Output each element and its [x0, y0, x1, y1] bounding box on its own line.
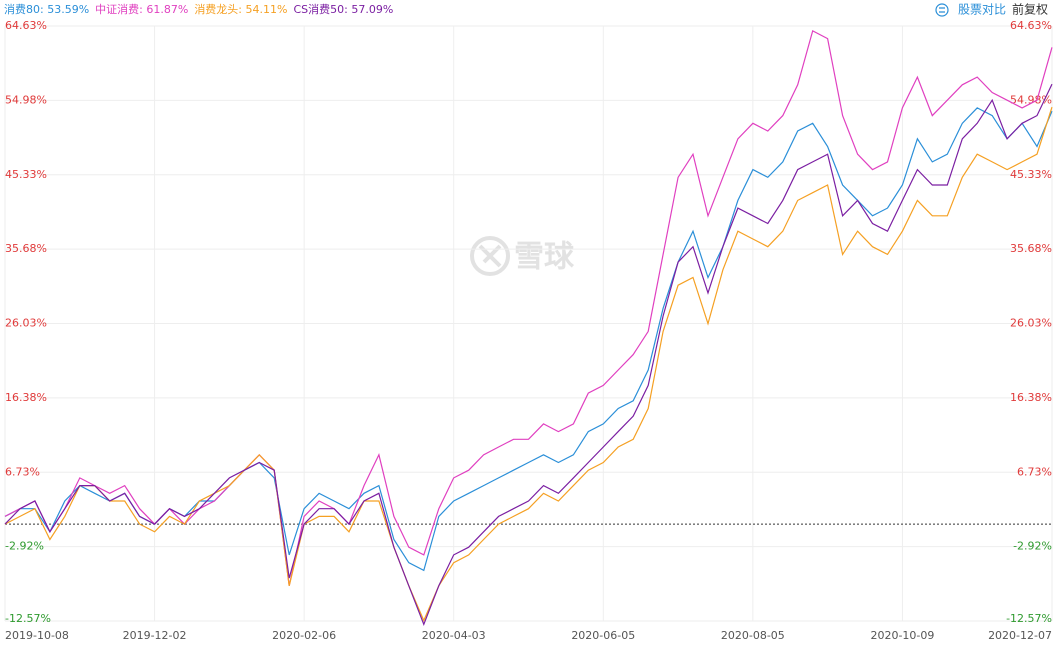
y-tick-label: 16.38% [5, 391, 47, 404]
y2-tick-label: -2.92% [1013, 540, 1052, 553]
y-tick-label: 6.73% [5, 465, 40, 478]
legend-entry: CS消费50: 57.09% [293, 2, 393, 16]
y2-tick-label: 64.63% [1010, 19, 1052, 32]
y2-tick-label: 35.68% [1010, 242, 1052, 255]
y2-tick-label: -12.57% [1006, 612, 1052, 625]
x-tick-label: 2019-10-08 [5, 629, 69, 642]
compare-icon [939, 7, 945, 13]
series-line [4, 83, 1053, 626]
x-tick-label: 2020-02-06 [272, 629, 336, 642]
compare-button[interactable]: 股票对比 [958, 3, 1006, 17]
series-line [4, 30, 1053, 586]
y-tick-label: 45.33% [5, 168, 47, 181]
compare-icon[interactable] [935, 3, 949, 17]
y2-tick-label: 6.73% [1017, 465, 1052, 478]
legend-entry: 中证消费: 61.87% [95, 2, 188, 16]
watermark [470, 236, 510, 276]
y2-tick-label: 16.38% [1010, 391, 1052, 404]
y2-tick-label: 54.98% [1010, 93, 1052, 106]
y-tick-label: -12.57% [5, 612, 51, 625]
y-tick-label: 64.63% [5, 19, 47, 32]
y2-tick-label: 26.03% [1010, 317, 1052, 330]
x-tick-label: 2019-12-02 [123, 629, 187, 642]
y-tick-label: -2.92% [5, 540, 44, 553]
y-tick-label: 26.03% [5, 317, 47, 330]
watermark-text: 雪球 [514, 240, 575, 275]
x-tick-label: 2020-04-03 [422, 629, 486, 642]
adjust-button[interactable]: 前复权 [1012, 2, 1048, 17]
x-tick-label: 2020-10-09 [870, 629, 934, 642]
legend-entry: 消费80: 53.59% [4, 2, 89, 16]
y2-tick-label: 45.33% [1010, 168, 1052, 181]
x-tick-label: 2020-08-05 [721, 629, 785, 642]
watermark-icon [470, 236, 510, 276]
y-tick-label: 54.98% [5, 93, 47, 106]
x-tick-label: 2020-06-05 [571, 629, 635, 642]
y-tick-label: 35.68% [5, 242, 47, 255]
series-line [4, 106, 1053, 623]
x-tick-label: 2020-12-07 [988, 629, 1052, 642]
legend-entry: 消费龙头: 54.11% [194, 2, 287, 16]
toolbar: 股票对比 前复权 [935, 2, 1048, 17]
